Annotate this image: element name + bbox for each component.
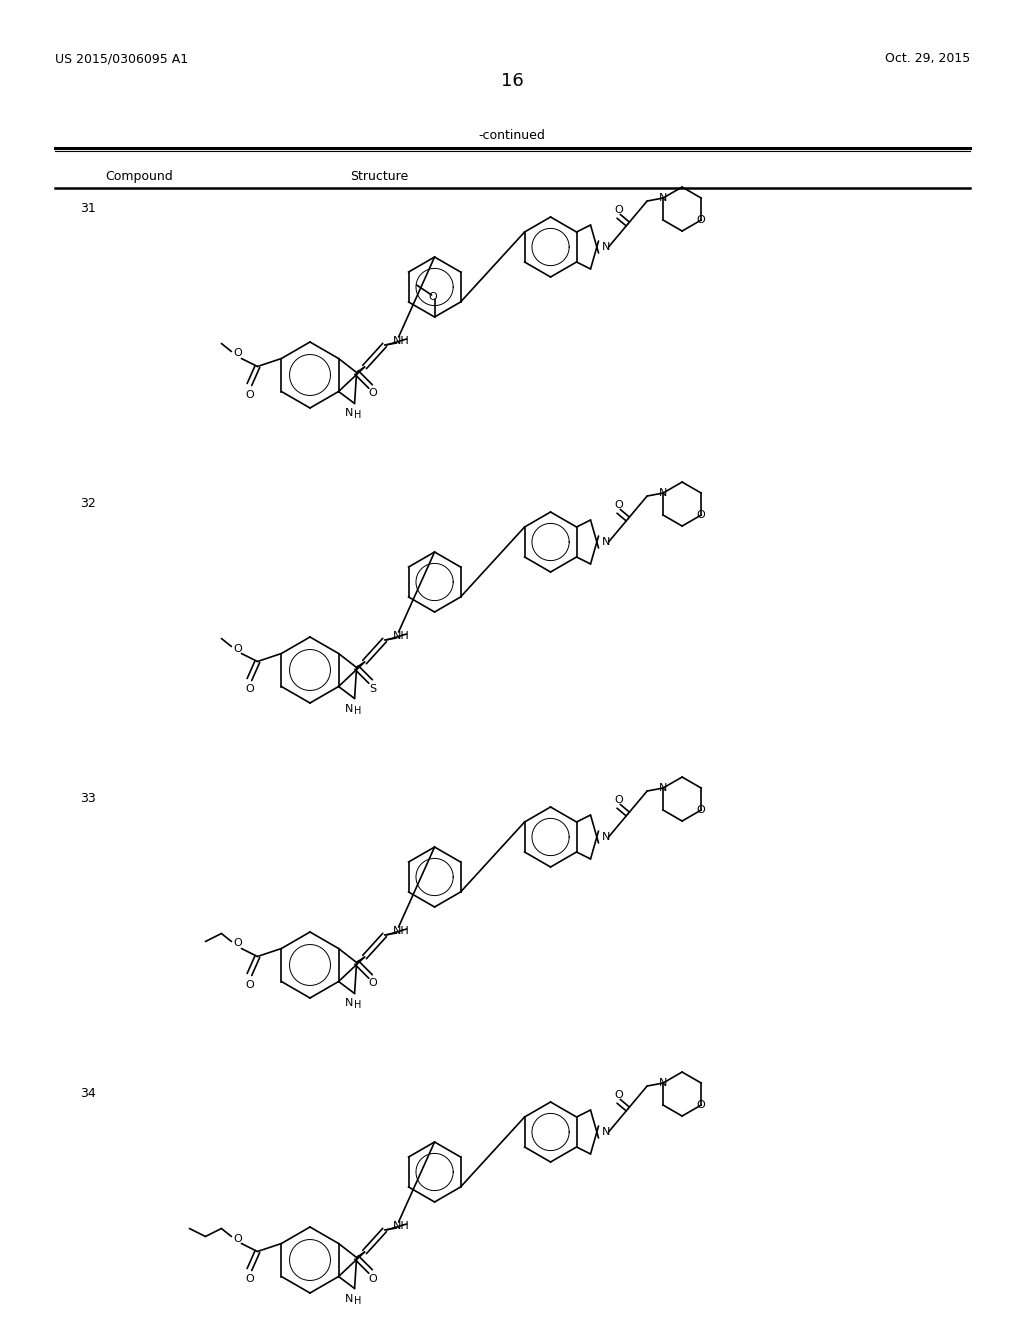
Text: O: O	[369, 978, 377, 989]
Text: N: N	[344, 408, 352, 418]
Text: Structure: Structure	[350, 170, 409, 183]
Text: 31: 31	[80, 202, 96, 215]
Text: NH: NH	[393, 631, 410, 642]
Text: O: O	[696, 510, 706, 520]
Text: O: O	[369, 1274, 377, 1283]
Text: 34: 34	[80, 1086, 96, 1100]
Text: N: N	[601, 242, 610, 252]
Text: Oct. 29, 2015: Oct. 29, 2015	[885, 51, 970, 65]
Text: 32: 32	[80, 498, 96, 510]
Text: N: N	[658, 488, 668, 498]
Text: N: N	[344, 1294, 352, 1304]
Text: NH: NH	[393, 927, 410, 936]
Text: O: O	[614, 500, 623, 511]
Text: N: N	[344, 704, 352, 714]
Text: O: O	[233, 939, 242, 949]
Text: O: O	[233, 644, 242, 653]
Text: H: H	[354, 705, 361, 715]
Text: O: O	[614, 206, 623, 215]
Text: N: N	[601, 1127, 610, 1137]
Text: O: O	[245, 979, 254, 990]
Text: O: O	[369, 388, 377, 399]
Text: O: O	[428, 292, 437, 302]
Text: O: O	[245, 389, 254, 400]
Text: O: O	[233, 348, 242, 359]
Text: H: H	[354, 1295, 361, 1305]
Text: US 2015/0306095 A1: US 2015/0306095 A1	[55, 51, 188, 65]
Text: NH: NH	[393, 337, 410, 346]
Text: 16: 16	[501, 73, 523, 90]
Text: N: N	[601, 537, 610, 546]
Text: N: N	[344, 998, 352, 1008]
Text: N: N	[658, 1078, 668, 1088]
Text: -continued: -continued	[478, 129, 546, 143]
Text: O: O	[245, 1275, 254, 1284]
Text: NH: NH	[393, 1221, 410, 1232]
Text: O: O	[696, 805, 706, 814]
Text: O: O	[614, 1090, 623, 1101]
Text: N: N	[658, 783, 668, 793]
Text: N: N	[601, 832, 610, 842]
Text: O: O	[696, 1100, 706, 1110]
Text: 33: 33	[80, 792, 96, 805]
Text: O: O	[233, 1233, 242, 1243]
Text: S: S	[369, 684, 376, 693]
Text: O: O	[696, 215, 706, 224]
Text: O: O	[245, 685, 254, 694]
Text: N: N	[658, 193, 668, 203]
Text: H: H	[354, 1001, 361, 1011]
Text: Compound: Compound	[105, 170, 173, 183]
Text: O: O	[614, 796, 623, 805]
Text: H: H	[354, 411, 361, 421]
